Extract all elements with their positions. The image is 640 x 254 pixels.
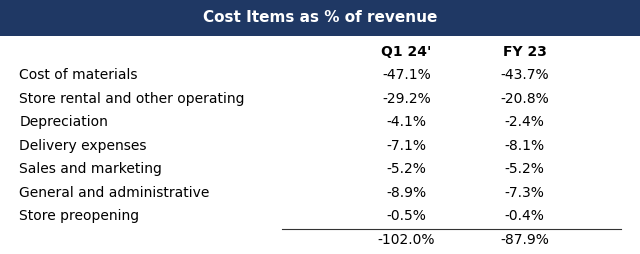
Text: -7.1%: -7.1% [387, 139, 426, 153]
Text: -8.9%: -8.9% [387, 186, 426, 200]
Text: Sales and marketing: Sales and marketing [19, 163, 162, 177]
Text: Q1 24': Q1 24' [381, 45, 431, 59]
Text: -2.4%: -2.4% [505, 116, 545, 130]
Text: Store rental and other operating: Store rental and other operating [19, 92, 244, 106]
Text: -29.2%: -29.2% [382, 92, 431, 106]
Text: General and administrative: General and administrative [19, 186, 209, 200]
Text: Cost of materials: Cost of materials [19, 69, 138, 83]
Text: -4.1%: -4.1% [387, 116, 426, 130]
Text: -0.5%: -0.5% [387, 209, 426, 224]
Text: -87.9%: -87.9% [500, 233, 549, 247]
Text: -5.2%: -5.2% [505, 163, 545, 177]
Text: -47.1%: -47.1% [382, 69, 431, 83]
Text: Store preopening: Store preopening [19, 209, 140, 224]
Text: -5.2%: -5.2% [387, 163, 426, 177]
Text: FY 23: FY 23 [503, 45, 547, 59]
FancyBboxPatch shape [0, 0, 640, 36]
Text: Delivery expenses: Delivery expenses [19, 139, 147, 153]
Text: Depreciation: Depreciation [19, 116, 108, 130]
Text: -0.4%: -0.4% [505, 209, 545, 224]
Text: -102.0%: -102.0% [378, 233, 435, 247]
Text: -20.8%: -20.8% [500, 92, 549, 106]
Text: -7.3%: -7.3% [505, 186, 545, 200]
Text: -43.7%: -43.7% [500, 69, 549, 83]
Text: Cost Items as % of revenue: Cost Items as % of revenue [203, 10, 437, 25]
Text: -8.1%: -8.1% [505, 139, 545, 153]
